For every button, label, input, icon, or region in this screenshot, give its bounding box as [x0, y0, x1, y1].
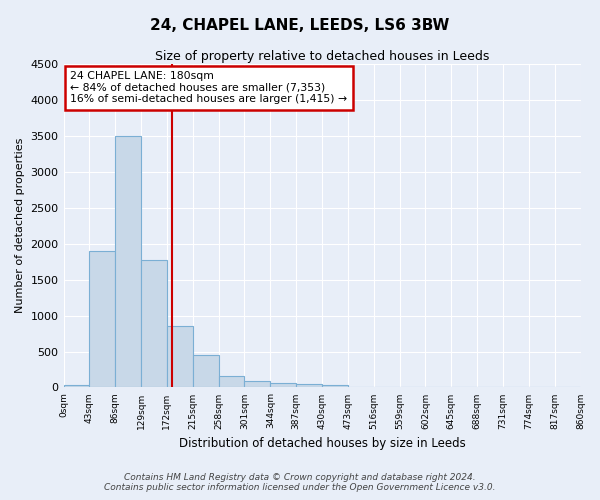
- Bar: [193, 355, 218, 388]
- Bar: [322, 386, 348, 388]
- Bar: [89, 251, 115, 388]
- Bar: [296, 384, 322, 388]
- Text: 24 CHAPEL LANE: 180sqm
← 84% of detached houses are smaller (7,353)
16% of semi-: 24 CHAPEL LANE: 180sqm ← 84% of detached…: [70, 71, 347, 104]
- Bar: [218, 376, 244, 388]
- Text: Contains HM Land Registry data © Crown copyright and database right 2024.
Contai: Contains HM Land Registry data © Crown c…: [104, 473, 496, 492]
- Text: 24, CHAPEL LANE, LEEDS, LS6 3BW: 24, CHAPEL LANE, LEEDS, LS6 3BW: [151, 18, 449, 32]
- Bar: [271, 384, 296, 388]
- X-axis label: Distribution of detached houses by size in Leeds: Distribution of detached houses by size …: [179, 437, 466, 450]
- Bar: [167, 326, 193, 388]
- Y-axis label: Number of detached properties: Number of detached properties: [15, 138, 25, 314]
- Bar: [244, 380, 271, 388]
- Bar: [64, 386, 89, 388]
- Title: Size of property relative to detached houses in Leeds: Size of property relative to detached ho…: [155, 50, 489, 63]
- Bar: [115, 136, 141, 388]
- Bar: [141, 260, 167, 388]
